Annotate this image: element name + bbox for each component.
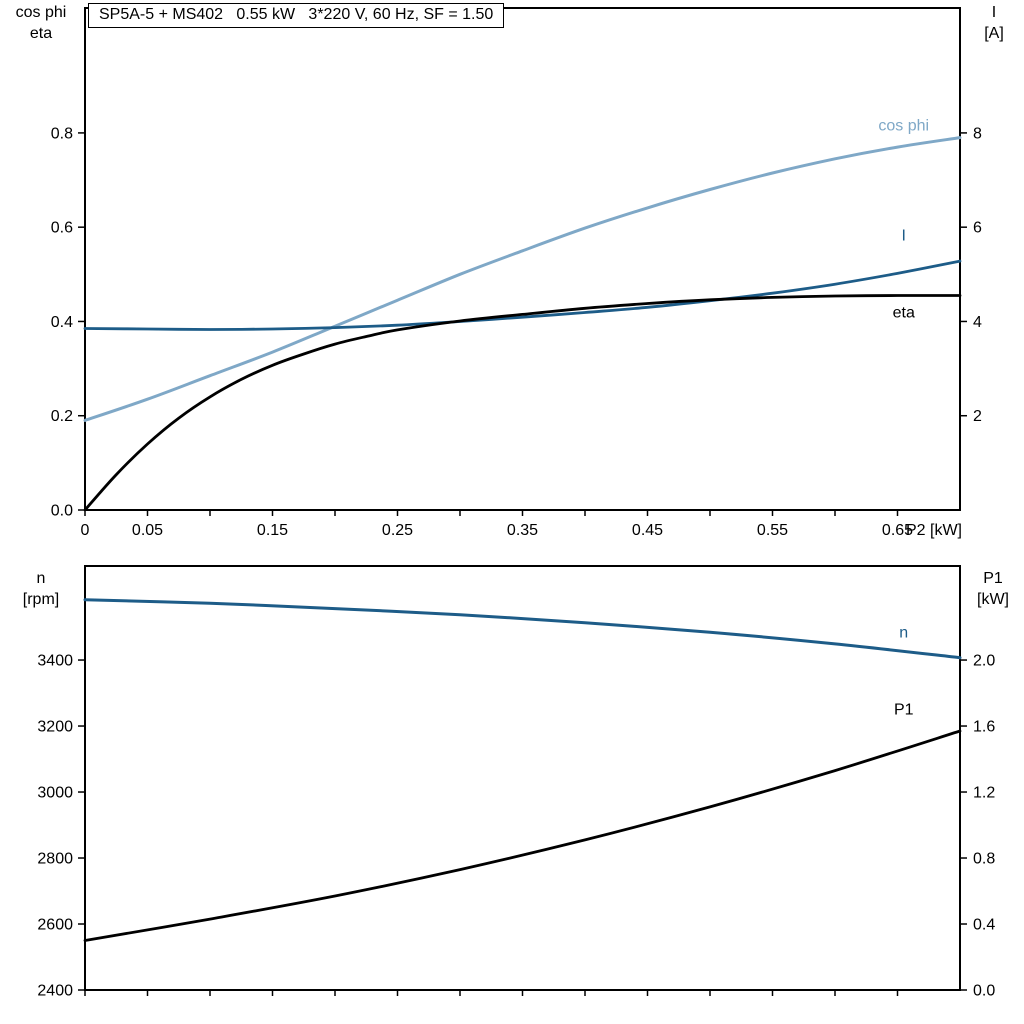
curve-n xyxy=(83,598,962,660)
curve-label-n: n xyxy=(899,625,908,642)
x-axis-title: P2 [kW] xyxy=(906,522,962,539)
axis-title-line: I xyxy=(991,4,997,21)
bottom-chart-left-axis-title: n [rpm] xyxy=(2,568,80,610)
x-tick-label: 0.15 xyxy=(257,522,288,539)
right-tick-label: 6 xyxy=(973,220,982,237)
axis-title-line: [kW] xyxy=(977,591,1009,608)
x-tick-label: 0.25 xyxy=(382,522,413,539)
x-tick-label: 0 xyxy=(81,522,90,539)
x-tick-label: 0.65 xyxy=(882,522,913,539)
left-tick-label: 2800 xyxy=(37,851,73,868)
left-tick-label: 0.2 xyxy=(51,408,73,425)
axis-title-line: [A] xyxy=(984,25,1004,42)
axis-title-line: [rpm] xyxy=(22,591,60,608)
curve-cos-phi xyxy=(83,136,962,422)
axis-title-line: n xyxy=(36,570,46,587)
left-tick-label: 2600 xyxy=(37,917,73,934)
bottom-chart-right-axis-title: P1 [kW] xyxy=(964,568,1022,610)
right-tick-label: 1.6 xyxy=(973,719,995,736)
left-tick-label: 0.8 xyxy=(51,125,73,142)
left-tick-label: 2400 xyxy=(37,983,73,1000)
x-tick-label: 0.55 xyxy=(757,522,788,539)
chart-title: SP5A-5 + MS402 0.55 kW 3*220 V, 60 Hz, S… xyxy=(88,3,505,28)
curve-label-I: I xyxy=(902,227,906,244)
plot-frame xyxy=(84,565,961,991)
top-chart-right-axis-title: I [A] xyxy=(966,2,1022,44)
plot-frame xyxy=(84,7,961,511)
right-tick-label: 1.2 xyxy=(973,785,995,802)
left-tick-label: 0.6 xyxy=(51,220,73,237)
right-tick-label: 4 xyxy=(973,314,982,331)
right-tick-label: 2.0 xyxy=(973,653,995,670)
axis-title-line: P1 xyxy=(983,570,1003,587)
curve-label-eta: eta xyxy=(893,305,915,322)
curve-label-P1: P1 xyxy=(894,701,914,718)
axis-title-line: cos phi xyxy=(15,4,67,21)
curve-P1 xyxy=(83,729,962,942)
left-tick-label: 3000 xyxy=(37,785,73,802)
left-tick-label: 0.0 xyxy=(51,503,73,520)
motor-mechanical-curves: 2400 2600 2800 3000 3200 3400 0.0 0.4 0.8 1.2 1.6 2… xyxy=(37,565,995,1000)
curve-eta xyxy=(83,294,962,512)
left-tick-label: 3200 xyxy=(37,719,73,736)
left-tick-label: 0.4 xyxy=(51,314,73,331)
curve-I xyxy=(83,259,962,331)
axis-title-line: eta xyxy=(29,25,53,42)
x-tick-label: 0.05 xyxy=(132,522,163,539)
right-tick-label: 0.0 xyxy=(973,983,995,1000)
right-tick-label: 2 xyxy=(973,408,982,425)
right-tick-label: 8 xyxy=(973,125,982,142)
x-tick-label: 0.35 xyxy=(507,522,538,539)
curve-label-cos-phi: cos phi xyxy=(878,118,929,135)
left-tick-label: 3400 xyxy=(37,653,73,670)
right-tick-label: 0.8 xyxy=(973,851,995,868)
x-tick-label: 0.45 xyxy=(632,522,663,539)
top-chart-left-axis-title: cos phi eta xyxy=(2,2,80,44)
right-tick-label: 0.4 xyxy=(973,917,995,934)
